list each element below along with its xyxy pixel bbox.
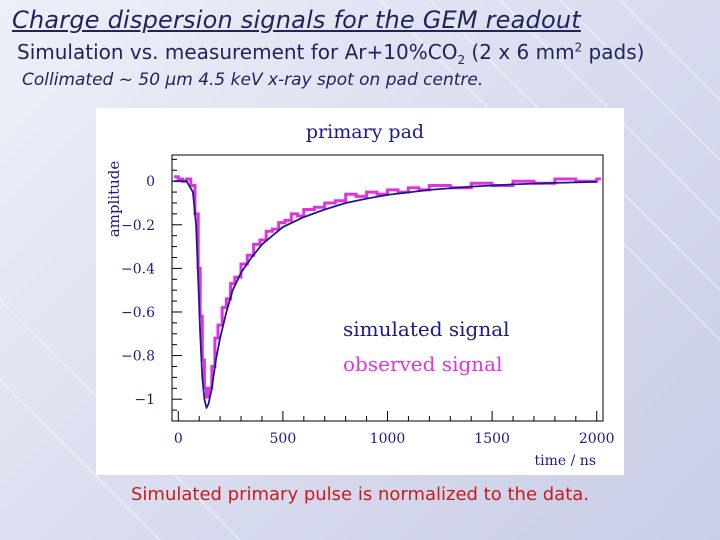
legend-simulated: simulated signal bbox=[343, 317, 510, 341]
y-tick-label: 0 bbox=[146, 174, 155, 190]
legend-observed: observed signal bbox=[343, 352, 502, 376]
y-tick-label: −0.8 bbox=[121, 349, 155, 365]
y-tick-label: −0.2 bbox=[121, 218, 155, 234]
chart-canvas: primary pad amplitude time / ns 0 500 1000… bbox=[105, 121, 615, 469]
x-tick-label: 0 bbox=[174, 431, 183, 447]
y-tick-label: −0.6 bbox=[121, 305, 155, 321]
x-tick-label: 1000 bbox=[370, 431, 406, 447]
plot-panel: primary pad amplitude time / ns 0 500 1000… bbox=[96, 108, 624, 475]
chart-title: primary pad bbox=[306, 121, 424, 143]
series-line-observed bbox=[174, 175, 601, 399]
x-tick-label: 1500 bbox=[474, 431, 510, 447]
x-tick-label: 2000 bbox=[579, 431, 615, 447]
subtitle-main: Simulation vs. measurement for Ar+10%CO bbox=[17, 40, 458, 64]
y-tick-label: −0.4 bbox=[121, 261, 155, 277]
subtitle-end: pads) bbox=[582, 40, 645, 64]
slide-caption: Simulated primary pulse is normalized to… bbox=[130, 484, 589, 505]
series-line-simulated bbox=[174, 180, 597, 409]
y-tick-label: −1 bbox=[134, 392, 155, 408]
x-axis-label: time / ns bbox=[535, 453, 596, 469]
slide-title: Charge dispersion signals for the GEM re… bbox=[12, 6, 581, 34]
subtitle-middle: (2 x 6 mm bbox=[465, 40, 575, 64]
slide-subtitle: Simulation vs. measurement for Ar+10%CO2… bbox=[17, 40, 644, 67]
y-axis-label: amplitude bbox=[105, 161, 123, 238]
axis-ticks: 0 500 1000 1500 2000 0 −0.2 −0.4 −0.6 −0.8 −1 bbox=[121, 158, 615, 447]
subtitle-superscript: 2 bbox=[574, 40, 583, 55]
slide-subtitle-secondary: Collimated ~ 50 µm 4.5 keV x-ray spot on… bbox=[22, 70, 484, 90]
x-tick-label: 500 bbox=[270, 431, 297, 447]
series-layer bbox=[174, 175, 601, 409]
subtitle-subscript: 2 bbox=[457, 53, 466, 67]
